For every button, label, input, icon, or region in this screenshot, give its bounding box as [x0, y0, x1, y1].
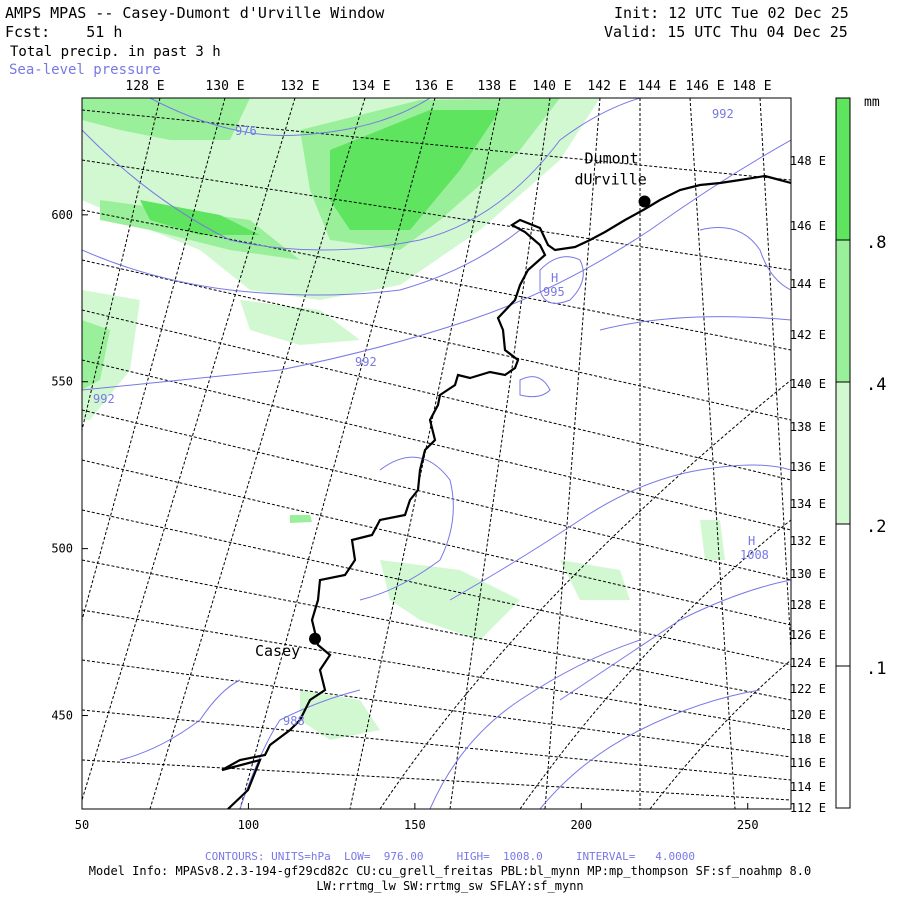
- lon-label-right: 120 E: [790, 708, 826, 722]
- lon-label-top: 146 E: [685, 79, 724, 94]
- contour-info: CONTOURS: UNITS=hPa LOW= 976.00 HIGH= 10…: [204, 850, 696, 863]
- x-axis: 50 100 150 200 250: [75, 818, 759, 832]
- colorbar-border: [835, 97, 851, 809]
- colorbar-label: .2: [866, 517, 886, 537]
- lon-label-right: 116 E: [790, 756, 826, 770]
- lon-label-right: 132 E: [790, 534, 826, 548]
- lon-label-top: 140 E: [532, 79, 571, 94]
- stations: Dumont dUrville Casey: [255, 149, 651, 660]
- isobar-label: 992: [712, 107, 734, 121]
- isobars: [82, 98, 791, 809]
- init-time: Init: 12 UTC Tue 02 Dec 25: [614, 4, 849, 22]
- lon-label-top: 142 E: [587, 79, 626, 94]
- lon-label-right: 126 E: [790, 628, 826, 642]
- lon-label-top: 136 E: [414, 79, 453, 94]
- y-tick-label: 450: [51, 709, 73, 723]
- isobar-label: 992: [355, 355, 377, 369]
- lon-label-top: 132 E: [280, 79, 319, 94]
- colorbar: mm .8 .4 .2 .1: [835, 95, 886, 809]
- high-marker: H: [748, 534, 755, 548]
- axis-ticks: [81, 214, 749, 809]
- station-label: Dumont: [585, 149, 639, 167]
- valid-time: Valid: 15 UTC Thu 04 Dec 25: [604, 23, 848, 41]
- lon-label-top: 130 E: [205, 79, 244, 94]
- isobar-label: 992: [93, 392, 115, 406]
- y-tick-label: 550: [51, 375, 73, 389]
- model-info: Model Info: MPASv8.2.3-194-gf29cd82c CU:…: [88, 864, 812, 878]
- map-title: AMPS MPAS -- Casey-Dumont d'Urville Wind…: [5, 4, 385, 22]
- station-label: Casey: [255, 642, 300, 660]
- lon-label-top: 134 E: [351, 79, 390, 94]
- lon-label-top: 144 E: [637, 79, 676, 94]
- lon-label-right: 112 E: [790, 801, 826, 815]
- lon-label-right: 136 E: [790, 460, 826, 474]
- lon-label-right: 134 E: [790, 497, 826, 511]
- station-marker-casey: [309, 632, 322, 645]
- lon-label-right: 140 E: [790, 377, 826, 391]
- lon-label-right: 142 E: [790, 328, 826, 342]
- lon-label-right: 148 E: [790, 154, 826, 168]
- colorbar-units: mm: [864, 95, 880, 110]
- field-name: Total precip. in past 3 h: [10, 44, 221, 60]
- colorbar-swatch: [836, 382, 850, 524]
- x-tick-label: 150: [404, 818, 426, 832]
- lon-label-right: 128 E: [790, 598, 826, 612]
- lon-label-right: 118 E: [790, 732, 826, 746]
- colorbar-swatch: [836, 98, 850, 240]
- lon-label-right: 122 E: [790, 682, 826, 696]
- model-info-physics: LW:rrtmg_lw SW:rrtmg_sw SFLAY:sf_mynn: [316, 879, 584, 893]
- forecast-hour: Fcst: 51 h: [5, 23, 123, 41]
- lon-label-right: 114 E: [790, 780, 826, 794]
- colorbar-label: .4: [866, 375, 886, 395]
- high-marker: H: [551, 271, 558, 285]
- map-frame-border: [81, 97, 792, 810]
- x-tick-label: 200: [570, 818, 592, 832]
- lon-label-right: 130 E: [790, 567, 826, 581]
- lon-label-right: 138 E: [790, 420, 826, 434]
- y-axis: 600 550 500 450: [51, 208, 73, 723]
- isobar-label: 995: [543, 285, 565, 299]
- lon-label-top: 128 E: [125, 79, 164, 94]
- station-marker-dumont: [638, 195, 651, 208]
- y-tick-label: 500: [51, 542, 73, 556]
- isobar-label: 976: [235, 124, 257, 138]
- coastline: [221, 174, 791, 809]
- station-label: dUrville: [575, 170, 647, 188]
- overlay-name: Sea-level pressure: [9, 62, 161, 78]
- lon-label-top: 148 E: [732, 79, 771, 94]
- graticule-meridians: [82, 98, 791, 809]
- x-tick-label: 250: [737, 818, 759, 832]
- x-tick-label: 50: [75, 818, 89, 832]
- lon-label-right: 144 E: [790, 277, 826, 291]
- isobar-label: 1008: [740, 548, 769, 562]
- colorbar-label: .1: [866, 659, 886, 679]
- lon-label-right: 146 E: [790, 219, 826, 233]
- y-tick-label: 600: [51, 208, 73, 222]
- lon-label-right: 124 E: [790, 656, 826, 670]
- isobar-label: 988: [283, 714, 305, 728]
- colorbar-label: .8: [866, 233, 886, 253]
- colorbar-swatch: [836, 240, 850, 382]
- lon-label-top: 138 E: [477, 79, 516, 94]
- x-tick-label: 100: [238, 818, 260, 832]
- graticule-parallels: [82, 109, 791, 809]
